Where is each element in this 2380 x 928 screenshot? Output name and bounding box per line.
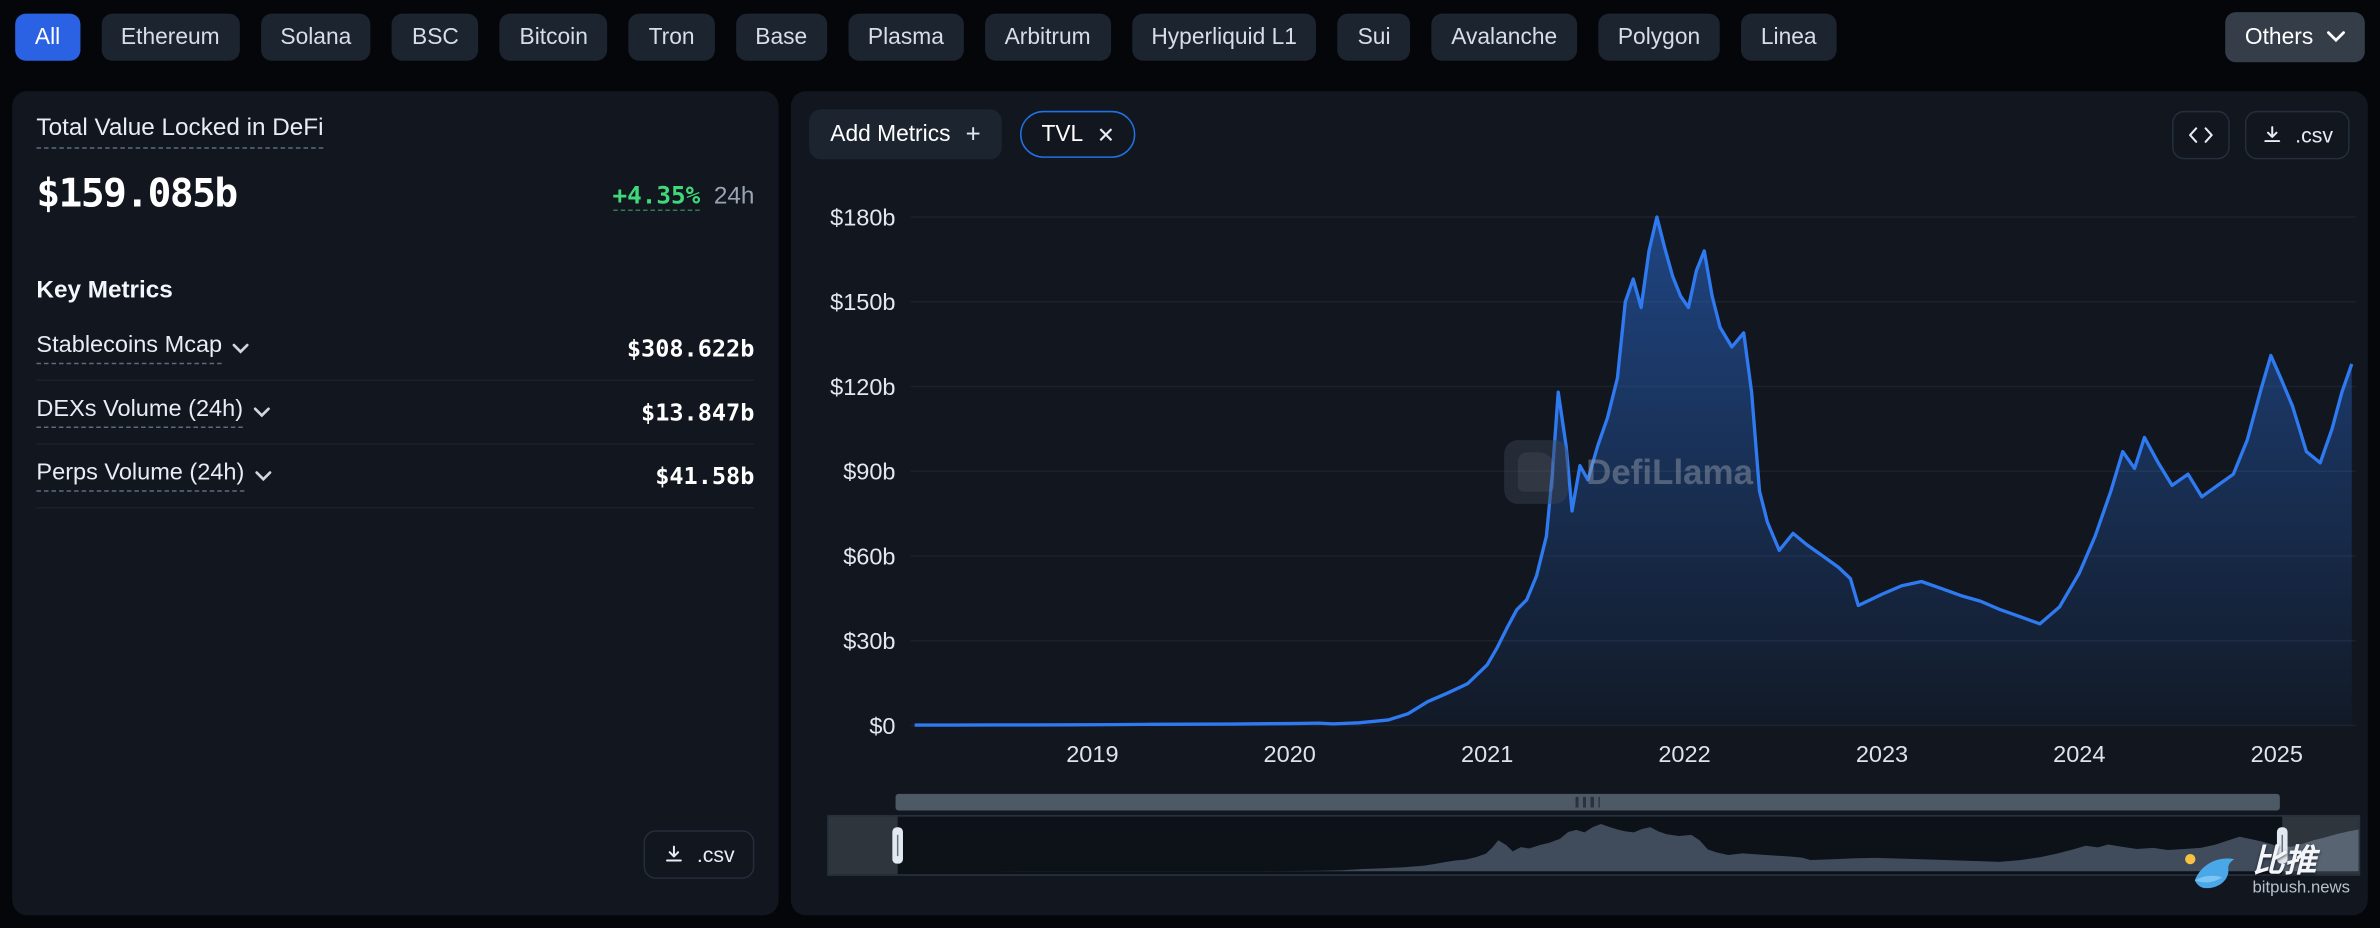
others-label: Others <box>2244 23 2314 50</box>
brush-minimap-chart[interactable] <box>828 816 2359 875</box>
y-axis-label: $30b <box>843 628 895 654</box>
chain-tab[interactable]: Sui <box>1337 12 1411 60</box>
add-metrics-label: Add Metrics <box>830 121 951 148</box>
download-csv-button[interactable]: .csv <box>643 830 755 879</box>
metric-selector[interactable]: DEXs Volume (24h) <box>36 396 271 429</box>
download-icon <box>2264 125 2281 142</box>
metric-selector[interactable]: Stablecoins Mcap <box>36 332 250 365</box>
main-content: Total Value Locked in DeFi $159.085b +4.… <box>0 91 2380 916</box>
x-axis: 2019 2020 2021 2022 2023 2024 2025 <box>1066 741 2303 767</box>
chain-tab[interactable]: BSC <box>392 12 479 60</box>
y-axis-label: $60b <box>843 543 895 569</box>
chain-tab[interactable]: Base <box>735 12 827 60</box>
tvl-pill-label: TVL <box>1041 121 1084 148</box>
x-axis-label: 2024 <box>2053 741 2105 767</box>
others-dropdown[interactable]: Others <box>2225 11 2365 62</box>
chevron-down-icon <box>2327 31 2345 43</box>
x-axis-label: 2019 <box>1066 741 1118 767</box>
download-icon <box>666 845 682 862</box>
unselected-region-right <box>2282 816 2359 875</box>
chain-tab[interactable]: Linea <box>1741 12 1837 60</box>
metric-value: $13.847b <box>641 398 755 426</box>
metric-row: Perps Volume (24h) $41.58b <box>36 445 754 509</box>
tvl-metric-pill[interactable]: TVL ✕ <box>1020 110 1136 158</box>
chain-tab[interactable]: Tron <box>628 12 715 60</box>
chain-tab[interactable]: Avalanche <box>1431 12 1577 60</box>
y-axis-label: $90b <box>843 459 895 485</box>
add-metrics-button[interactable]: Add Metrics + <box>809 109 1003 160</box>
chain-nav: All Ethereum Solana BSC Bitcoin Tron Base Plasm… <box>0 0 2380 73</box>
tvl-summary-panel: Total Value Locked in DeFi $159.085b +4.… <box>12 91 779 916</box>
zoom-scrollbar[interactable] <box>895 793 2280 811</box>
tvl-change-wrap: +4.35% 24h <box>612 181 754 217</box>
y-axis-label: $120b <box>830 374 895 400</box>
metric-value: $41.58b <box>655 462 755 490</box>
chain-tab[interactable]: Bitcoin <box>499 12 608 60</box>
grip-icon <box>1575 796 1600 808</box>
tvl-area <box>910 217 2352 726</box>
tvl-value-row: $159.085b +4.35% 24h <box>36 172 754 218</box>
chart-header-actions: .csv <box>2172 110 2350 159</box>
brush-minimap[interactable] <box>827 815 2361 876</box>
x-axis-label: 2020 <box>1264 741 1316 767</box>
key-metrics-list: Stablecoins Mcap $308.622b DEXs Volume (… <box>36 317 754 509</box>
x-axis-label: 2023 <box>1856 741 1908 767</box>
chain-nav-items: All Ethereum Solana BSC Bitcoin Tron Base Plasm… <box>15 12 1837 60</box>
metric-value: $308.622b <box>626 334 755 363</box>
close-icon[interactable]: ✕ <box>1096 122 1115 147</box>
x-axis-label: 2021 <box>1461 741 1513 767</box>
code-icon <box>2189 126 2213 143</box>
chain-tab[interactable]: Polygon <box>1598 12 1720 60</box>
plus-icon: + <box>965 119 981 149</box>
brush-handle-left[interactable] <box>892 827 903 864</box>
chevron-down-icon <box>233 343 250 354</box>
chain-tab[interactable]: Solana <box>260 12 372 60</box>
tvl-change-period: 24h <box>713 183 755 210</box>
csv-label: .csv <box>2295 122 2333 147</box>
tvl-value: $159.085b <box>36 171 238 218</box>
x-axis-label: 2022 <box>1658 741 1710 767</box>
tvl-line <box>914 215 2354 727</box>
y-axis: $0 $30b $60b $90b $120b $150b $180b <box>830 204 895 738</box>
chain-tab[interactable]: Arbitrum <box>984 12 1111 60</box>
x-axis-label: 2025 <box>2251 741 2303 767</box>
y-axis-label: $150b <box>830 289 895 315</box>
tvl-title: Total Value Locked in DeFi <box>36 115 324 149</box>
y-axis-label: $180b <box>830 204 895 230</box>
chevron-down-icon <box>254 407 271 418</box>
chart-header: Add Metrics + TVL ✕ <box>809 109 2350 160</box>
metric-label: Stablecoins Mcap <box>36 332 223 365</box>
metric-label: Perps Volume (24h) <box>36 460 245 492</box>
metric-row: Stablecoins Mcap $308.622b <box>36 317 754 381</box>
metric-row: DEXs Volume (24h) $13.847b <box>36 381 754 445</box>
metric-selector[interactable]: Perps Volume (24h) <box>36 460 272 492</box>
chain-tab[interactable]: Plasma <box>848 12 964 60</box>
tvl-chart-panel: Add Metrics + TVL ✕ <box>790 91 2368 916</box>
metric-label: DEXs Volume (24h) <box>36 396 244 429</box>
tvl-history-chart[interactable]: $0$30b$60b$90b$120b$150b$180b 2019 2020 20… <box>791 182 2368 789</box>
key-metrics-title: Key Metrics <box>36 277 173 304</box>
csv-label: .csv <box>696 842 735 867</box>
bitpush-site: bitpush.news <box>2252 878 2350 898</box>
chain-tab[interactable]: Ethereum <box>101 12 240 60</box>
chevron-down-icon <box>255 471 272 482</box>
minimap-area <box>828 824 2359 872</box>
unselected-region-left <box>828 816 898 875</box>
chart-download-csv-button[interactable]: .csv <box>2245 110 2350 159</box>
chain-tab[interactable]: All <box>15 12 80 60</box>
y-axis-label: $0 <box>869 713 895 739</box>
chain-tab[interactable]: Hyperliquid L1 <box>1131 12 1317 60</box>
tvl-change: +4.35% <box>612 180 701 211</box>
brush-handle-right[interactable] <box>2276 827 2288 864</box>
embed-code-button[interactable] <box>2172 110 2230 159</box>
